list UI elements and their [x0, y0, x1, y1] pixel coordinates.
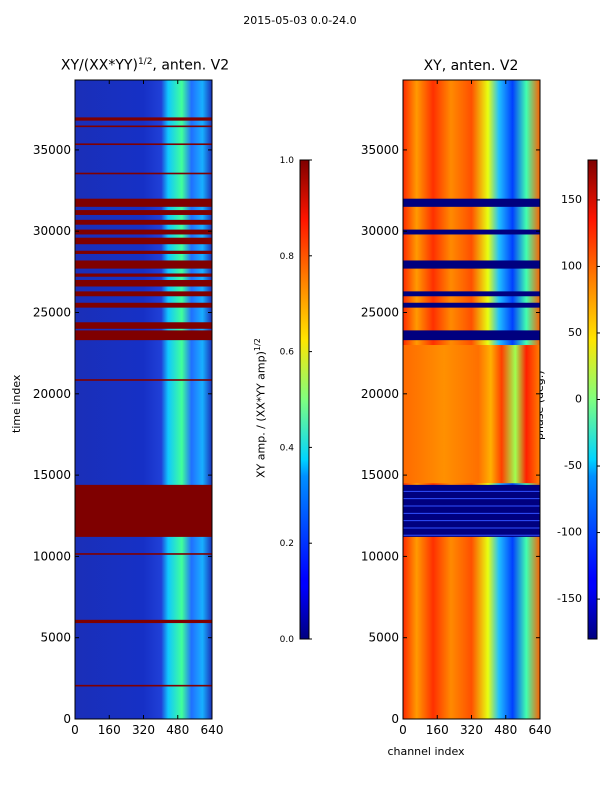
- saturated-row: [75, 172, 212, 175]
- left-title-exponent: 1/2: [137, 57, 153, 67]
- colorbar-tick-label: 0.6: [280, 348, 295, 358]
- saturated-row: [75, 125, 212, 128]
- right-panel-title: XY, anten. V2: [423, 58, 519, 74]
- xtick-label: 320: [132, 723, 155, 737]
- colorbar-tick-label: -50: [564, 459, 582, 472]
- flagged-row: [403, 198, 540, 207]
- flat-phase-band: [403, 345, 540, 484]
- left-heatmap-base: [75, 80, 212, 719]
- xtick-label: 640: [201, 723, 224, 737]
- flagged-row: [403, 330, 540, 341]
- left-panel-title: XY/(XX*YY)1/2, anten. V2: [40, 57, 250, 74]
- saturated-row: [75, 237, 212, 245]
- flagged-row: [403, 260, 540, 269]
- right-flag-rows: [403, 198, 540, 537]
- ytick-label: 25000: [33, 306, 71, 320]
- saturated-row: [75, 250, 212, 254]
- saturated-row: [75, 619, 212, 624]
- colorbar-tick-label: 1.0: [280, 156, 295, 166]
- saturated-row: [75, 219, 212, 225]
- left-title-suffix: , anten. V2: [152, 57, 230, 74]
- colorbar-tick-label: 150: [561, 193, 582, 206]
- colorbar-tick-label: -150: [557, 592, 582, 605]
- flagged-row: [403, 229, 540, 235]
- ytick-label: 35000: [33, 143, 71, 157]
- ytick-label: 20000: [361, 387, 399, 401]
- left-heatmap: [75, 80, 212, 719]
- flagged-row: [403, 484, 540, 537]
- colorbar-tick-label: -100: [557, 526, 582, 539]
- colorbar-tick-label: 0.8: [280, 252, 295, 262]
- ytick-label: 5000: [40, 631, 71, 645]
- colorbar-tick-label: 100: [561, 259, 582, 272]
- colorbar-tick-label: 50: [568, 326, 582, 339]
- ytick-label: 0: [391, 712, 399, 726]
- right-xlabel: channel index: [387, 745, 465, 758]
- ytick-label: 15000: [361, 468, 399, 482]
- left-colorbar: [299, 159, 310, 640]
- saturated-row: [75, 302, 212, 308]
- ytick-label: 5000: [368, 631, 399, 645]
- ytick-label: 35000: [361, 143, 399, 157]
- saturated-row: [75, 229, 212, 235]
- colorbar-tick-label: 0.2: [280, 539, 294, 549]
- ytick-label: 20000: [33, 387, 71, 401]
- xtick-label: 0: [399, 723, 407, 737]
- saturated-row: [75, 684, 212, 687]
- saturated-row: [75, 260, 212, 269]
- ytick-label: 25000: [361, 306, 399, 320]
- saturated-row: [75, 330, 212, 341]
- flagged-row: [403, 291, 540, 297]
- ytick-label: 10000: [361, 549, 399, 563]
- saturated-row: [75, 143, 212, 146]
- colorbar-tick-label: 0.0: [280, 635, 295, 645]
- xtick-label: 480: [494, 723, 517, 737]
- ytick-label: 15000: [33, 468, 71, 482]
- flagged-row: [403, 302, 540, 308]
- xtick-label: 480: [166, 723, 189, 737]
- saturated-row: [75, 279, 212, 287]
- saturated-row: [75, 198, 212, 207]
- xtick-label: 160: [426, 723, 449, 737]
- ytick-label: 30000: [33, 224, 71, 238]
- saturated-row: [75, 553, 212, 555]
- right-heatmap: [403, 80, 540, 719]
- colorbar-tick-label: 0.4: [280, 443, 295, 453]
- right-colorbar: [587, 159, 598, 640]
- xtick-label: 0: [71, 723, 79, 737]
- xtick-label: 160: [98, 723, 121, 737]
- saturated-row: [75, 484, 212, 537]
- saturated-row: [75, 379, 212, 381]
- xtick-label: 640: [529, 723, 552, 737]
- saturated-row: [75, 273, 212, 277]
- left-saturated-rows: [75, 117, 212, 687]
- saturated-row: [75, 117, 212, 121]
- ytick-label: 30000: [361, 224, 399, 238]
- ytick-label: 0: [63, 712, 71, 726]
- figure-suptitle: 2015-05-03 0.0-24.0: [243, 14, 357, 27]
- xtick-label: 320: [460, 723, 483, 737]
- saturated-row: [75, 291, 212, 297]
- ytick-label: 10000: [33, 549, 71, 563]
- colorbar-tick-label: 0: [575, 393, 582, 406]
- left-title-main: XY/(XX*YY): [60, 57, 138, 74]
- saturated-row: [75, 210, 212, 215]
- saturated-row: [75, 322, 212, 329]
